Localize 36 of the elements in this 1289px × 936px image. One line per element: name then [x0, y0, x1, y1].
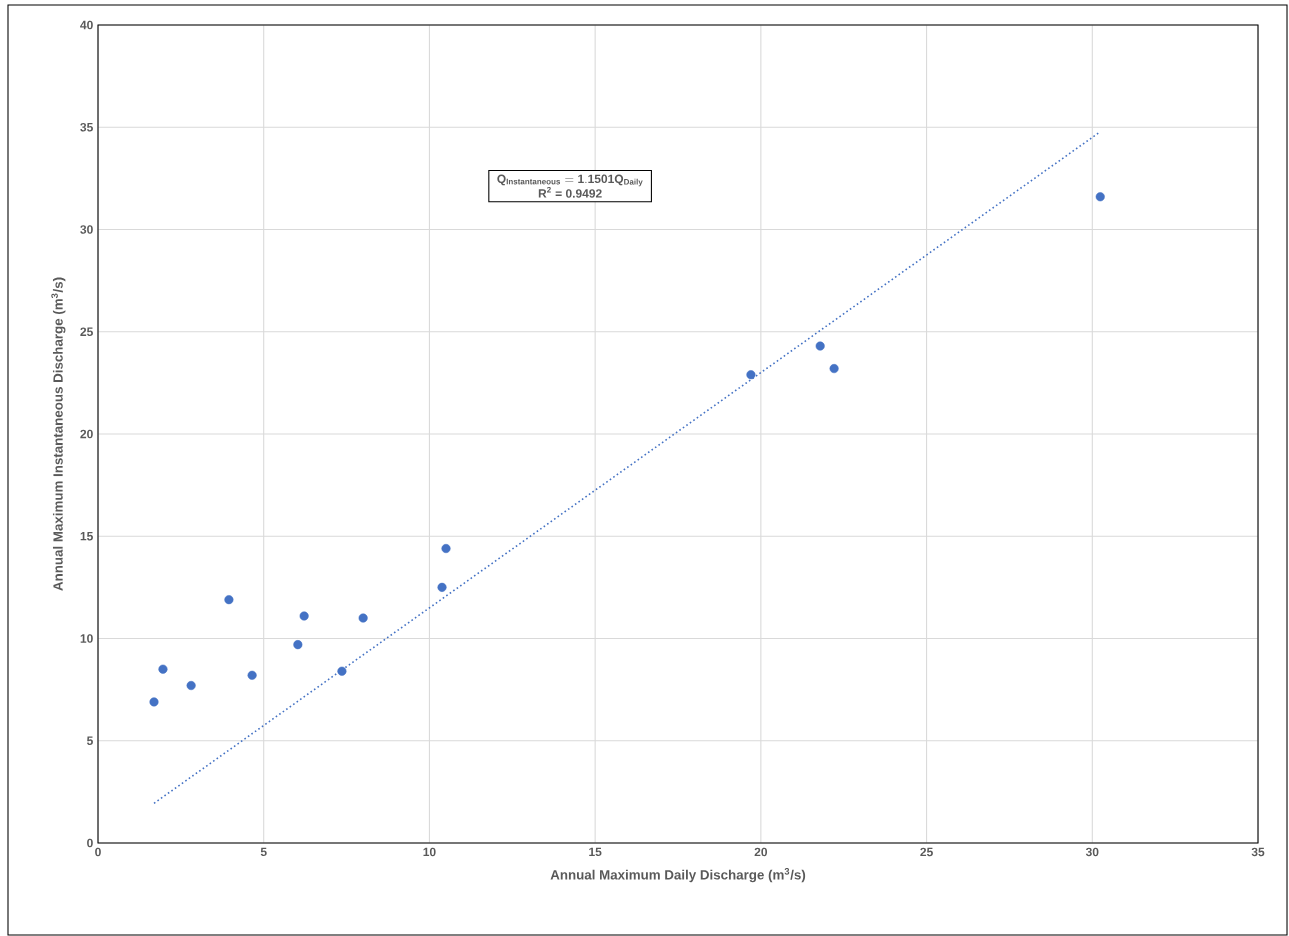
y-axis-title: Annual Maximum Instantaneous Discharge (m$^{3}$/s)	[51, 277, 66, 591]
y-tick-label: 20	[80, 429, 93, 439]
point	[337, 666, 347, 676]
annotation: $\mathbf{Q_{Instantaneous} = 1.1501Q_{Daily}}$	[497, 174, 643, 187]
point	[358, 613, 368, 623]
y-tick-label: 15	[80, 532, 93, 541]
y-tick-label: 25	[80, 327, 93, 337]
y-tick-label: 40	[80, 20, 93, 30]
x-tick-label: 5	[260, 847, 267, 857]
y-tick-label: 30	[80, 225, 93, 234]
y-tick-label: 5	[86, 736, 93, 745]
x-tick-label: 20	[754, 847, 768, 857]
x-tick-label: 25	[920, 847, 933, 857]
point	[224, 595, 234, 605]
point	[815, 341, 825, 351]
point	[186, 681, 196, 691]
point	[746, 370, 756, 380]
point	[158, 664, 168, 674]
x-tick-label: 15	[589, 847, 602, 857]
y-tick-label: 35	[80, 122, 93, 132]
x-tick-label: 30	[1085, 847, 1099, 857]
point	[247, 670, 257, 680]
x-tick-label: 0	[95, 847, 101, 857]
x-tick-label: 10	[423, 847, 436, 857]
y-tick-label: 10	[80, 634, 93, 643]
point	[299, 611, 309, 621]
x-axis-title: Annual Maximum Daily Discharge (m$^{3}$/s)	[550, 868, 806, 883]
point	[1095, 192, 1105, 202]
point	[437, 582, 447, 592]
point	[829, 364, 839, 374]
point	[293, 640, 303, 650]
y-tick-label: 0	[87, 838, 93, 848]
point	[149, 697, 159, 707]
annotation: R$^{2}$ = 0.9492	[538, 186, 602, 198]
x-tick-label: 35	[1251, 847, 1265, 857]
point	[441, 543, 451, 554]
